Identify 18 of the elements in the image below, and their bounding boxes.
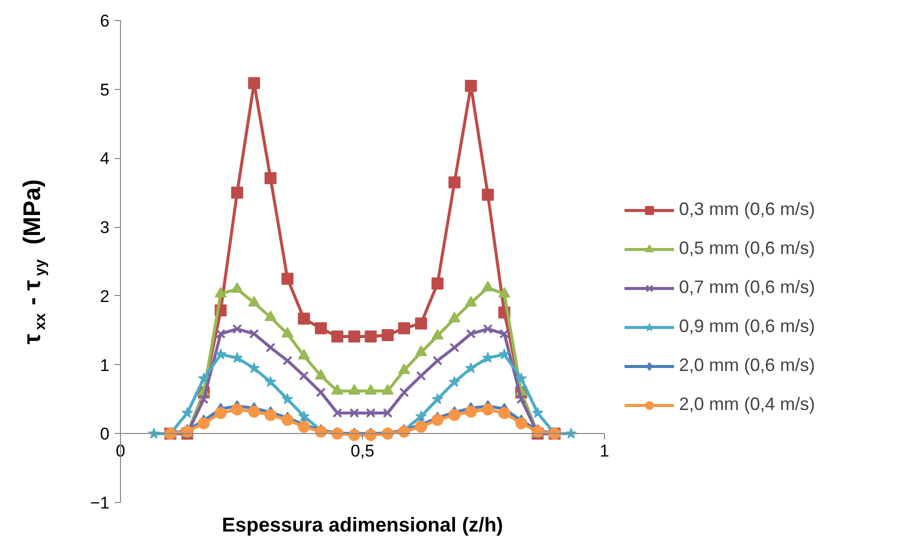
y-tick-label: −1 (90, 494, 110, 512)
x-axis-title: Espessura adimensional (z/h) (222, 514, 504, 536)
x-tick-label: 1 (600, 442, 610, 461)
y-tick-label: 2 (100, 286, 110, 306)
y-tick-label: 1 (100, 356, 110, 375)
legend-label: 0,7 mm (0,6 m/s) (679, 277, 816, 298)
legend-label: 0,3 mm (0,6 m/s) (679, 199, 816, 220)
y-tick-label: 0 (100, 424, 110, 444)
y-tick-label: 6 (100, 12, 110, 30)
y-axis-title: τxx - τyy (MPa) (19, 179, 49, 344)
x-tick-label: 0,5 (350, 442, 374, 461)
y-tick-label: 5 (100, 80, 110, 100)
legend-label: 0,5 mm (0,6 m/s) (679, 238, 816, 259)
legend-label: 2,0 mm (0,6 m/s) (679, 355, 816, 376)
y-tick-label: 4 (100, 149, 110, 168)
legend-label: 0,9 mm (0,6 m/s) (679, 316, 816, 337)
legend-label: 2,0 mm (0,4 m/s) (679, 394, 816, 415)
y-tick-label: 3 (100, 218, 110, 238)
